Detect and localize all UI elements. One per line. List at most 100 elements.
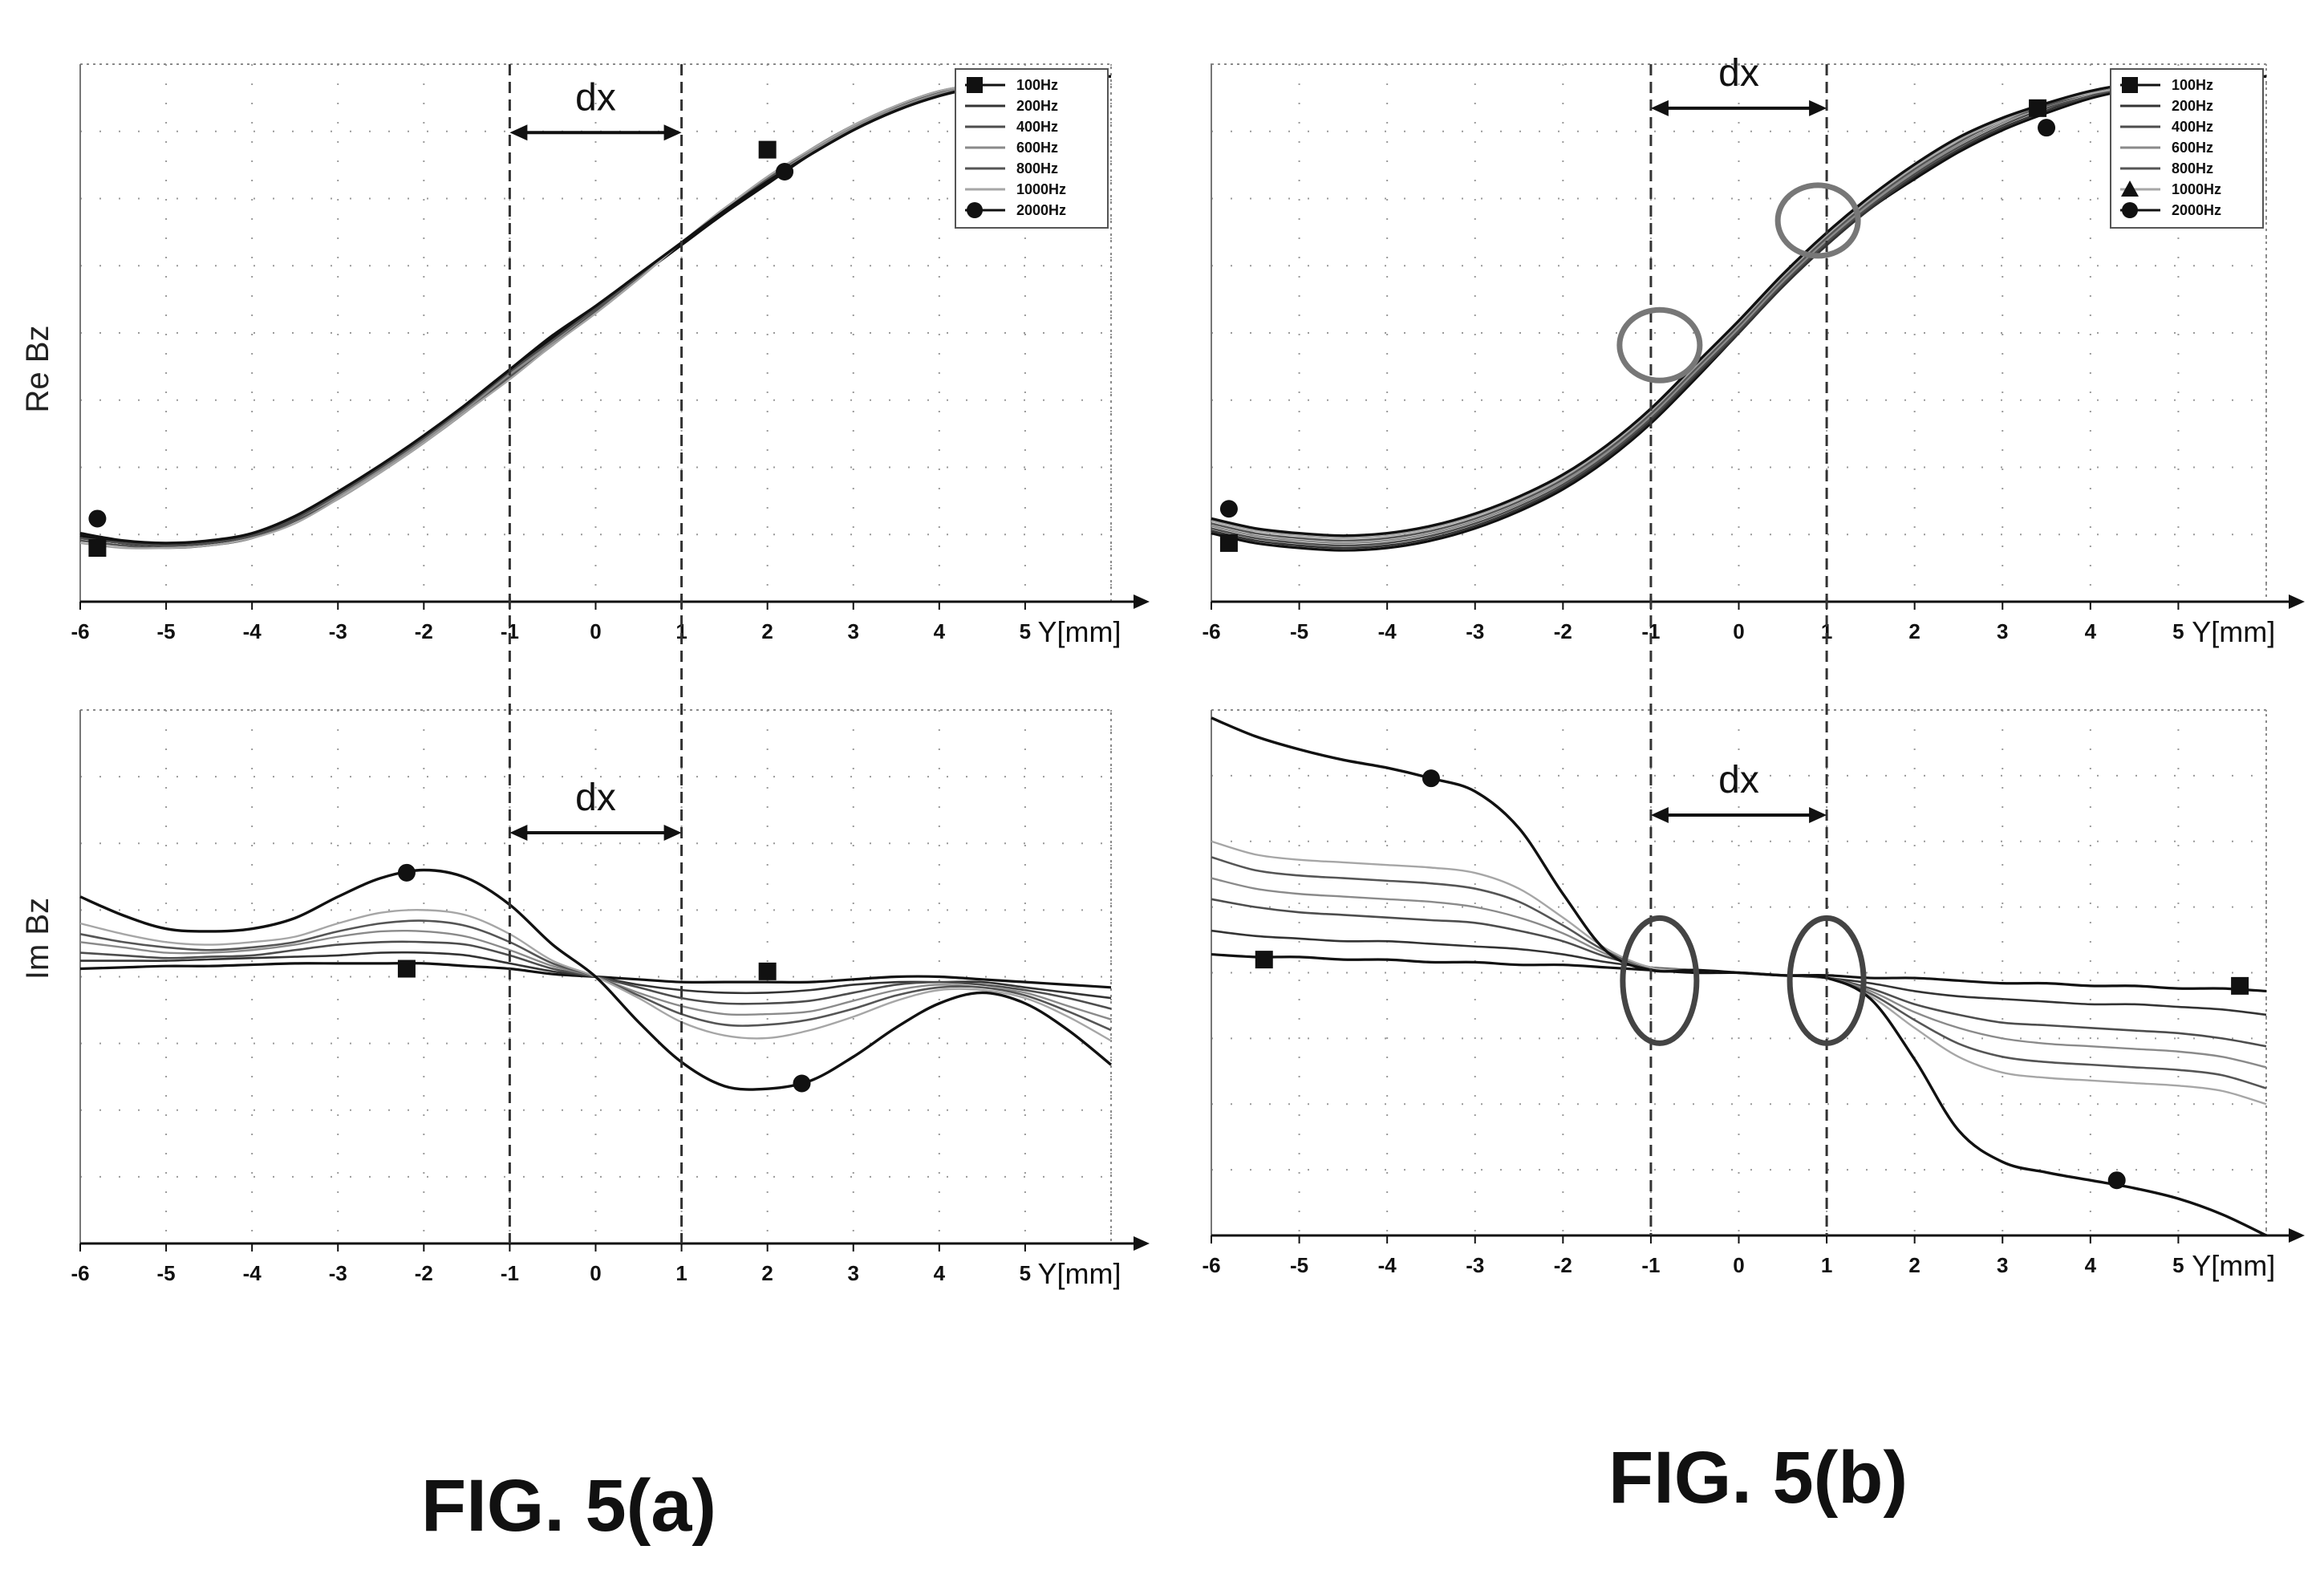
legend-label: 200Hz (1016, 98, 1058, 114)
highlight-ellipse (1774, 182, 1861, 259)
dx-arrow-head-right (1809, 807, 1827, 823)
y-axis-label: Im Bz (20, 898, 55, 980)
dx-label: dx (575, 777, 616, 819)
square-marker (397, 959, 416, 978)
x-tick-label: 1 (1821, 1253, 1832, 1277)
x-tick-label: -5 (157, 619, 176, 643)
square-marker (1219, 533, 1238, 552)
dx-arrow-head-left (509, 124, 528, 141)
x-tick-label: -1 (1641, 1253, 1660, 1277)
x-tick-label: 2 (761, 619, 773, 643)
x-tick-label: -2 (415, 619, 433, 643)
x-tick-label: -3 (329, 1261, 347, 1285)
legend-label: 800Hz (1016, 160, 1058, 176)
dx-arrow-head-left (1650, 99, 1669, 116)
x-tick-label: 4 (934, 1261, 946, 1285)
x-tick-label: 3 (1997, 1253, 2008, 1277)
x-tick-label: 3 (1997, 619, 2008, 643)
x-tick-label: 0 (1733, 1253, 1744, 1277)
x-tick-label: -4 (243, 1261, 262, 1285)
dx-label: dx (575, 76, 616, 119)
x-tick-label: 0 (590, 619, 601, 643)
y-axis-label: Re Bz (20, 326, 55, 413)
highlight-ellipse (1616, 306, 1703, 383)
dx-arrow-head-right (1809, 99, 1827, 116)
x-tick-label: 0 (590, 1261, 601, 1285)
dx-label: dx (1718, 52, 1759, 95)
legend-square-marker (967, 77, 983, 93)
series-line-2000Hz (79, 868, 1113, 1091)
series-line-1000Hz (79, 75, 1112, 550)
x-axis-arrow (2289, 594, 2305, 609)
figure-label-a: FIG. 5(a) (421, 1465, 717, 1547)
circle-marker (2107, 1171, 2126, 1190)
legend-label: 1000Hz (1016, 181, 1066, 197)
legend-square-marker (2122, 77, 2138, 93)
series-line-1000Hz (1211, 75, 2267, 540)
circle-marker (88, 509, 107, 528)
legend-triangle-marker (2121, 181, 2139, 197)
square-marker (758, 140, 777, 159)
x-tick-label: -4 (1378, 619, 1397, 643)
x-tick-label: 5 (1020, 1261, 1031, 1285)
square-marker (758, 962, 777, 980)
x-tick-label: 5 (1020, 619, 1031, 643)
highlight-ellipse (1787, 915, 1867, 1046)
x-axis-label: Y[mm] (2192, 615, 2275, 648)
legend-label: 600Hz (1016, 140, 1058, 156)
circle-marker (1422, 769, 1440, 788)
x-tick-label: 4 (934, 619, 946, 643)
legend-label: 2000Hz (1016, 202, 1066, 218)
x-axis-arrow (1134, 1236, 1150, 1251)
square-marker (2231, 976, 2249, 995)
x-tick-label: -2 (1554, 1253, 1572, 1277)
x-tick-label: 1 (1821, 619, 1832, 643)
legend-label: 800Hz (2172, 160, 2213, 176)
circle-marker (2038, 119, 2056, 137)
chart-panel-b-bottom: -6 -5 -4 -3 -2 -1 0 1 2 3 4 5 Y[mm] dx (1202, 598, 2305, 1282)
x-tick-label: -5 (1290, 619, 1308, 643)
x-tick-label: -2 (1554, 619, 1572, 643)
dx-arrow-head-right (663, 124, 682, 141)
circle-marker (397, 863, 416, 882)
series-line-2000Hz (79, 75, 1112, 545)
x-tick-label: 2 (1908, 1253, 1920, 1277)
x-tick-label: 3 (848, 619, 859, 643)
square-marker (2029, 99, 2047, 117)
dx-arrow-head-right (663, 824, 682, 841)
x-tick-label: -2 (415, 1261, 433, 1285)
plot-frame (1211, 709, 2267, 1236)
legend-circle-marker (967, 202, 983, 218)
legend-label: 400Hz (1016, 119, 1058, 135)
x-tick-label: 3 (848, 1261, 859, 1285)
legend-label: 400Hz (2172, 119, 2213, 135)
x-axis-arrow (2289, 1228, 2305, 1243)
x-tick-label: -3 (1466, 1253, 1484, 1277)
legend-label: 600Hz (2172, 140, 2213, 156)
x-tick-label: 4 (2085, 619, 2097, 643)
circle-marker (1219, 500, 1238, 518)
x-tick-label: -6 (1202, 1253, 1220, 1277)
square-marker (1255, 951, 1273, 969)
x-tick-label: -6 (1202, 619, 1220, 643)
x-tick-label: 1 (675, 619, 687, 643)
x-tick-label: -3 (1466, 619, 1484, 643)
series-line-600Hz (1211, 75, 2267, 545)
x-tick-label: -6 (71, 619, 89, 643)
x-tick-label: 0 (1733, 619, 1744, 643)
dx-arrow-head-left (1650, 807, 1669, 823)
legend-box (2110, 68, 2264, 229)
x-tick-label: -1 (1641, 619, 1660, 643)
series-line-400Hz (1211, 75, 2267, 547)
legend-label: 100Hz (1016, 77, 1058, 93)
legend-circle-marker (2122, 202, 2138, 218)
x-axis-label: Y[mm] (1037, 1257, 1121, 1290)
square-marker (88, 539, 107, 557)
series-line-2000Hz (1211, 716, 2267, 1237)
dx-label: dx (1718, 759, 1759, 801)
chart-panel-a-top: -6 -5 -4 -3 -2 -1 0 1 2 3 4 5 Y[mm] Re Bz dx 100Hz 200Hz… (20, 63, 1150, 648)
dx-arrow-head-left (509, 824, 528, 841)
x-tick-label: -4 (243, 619, 262, 643)
